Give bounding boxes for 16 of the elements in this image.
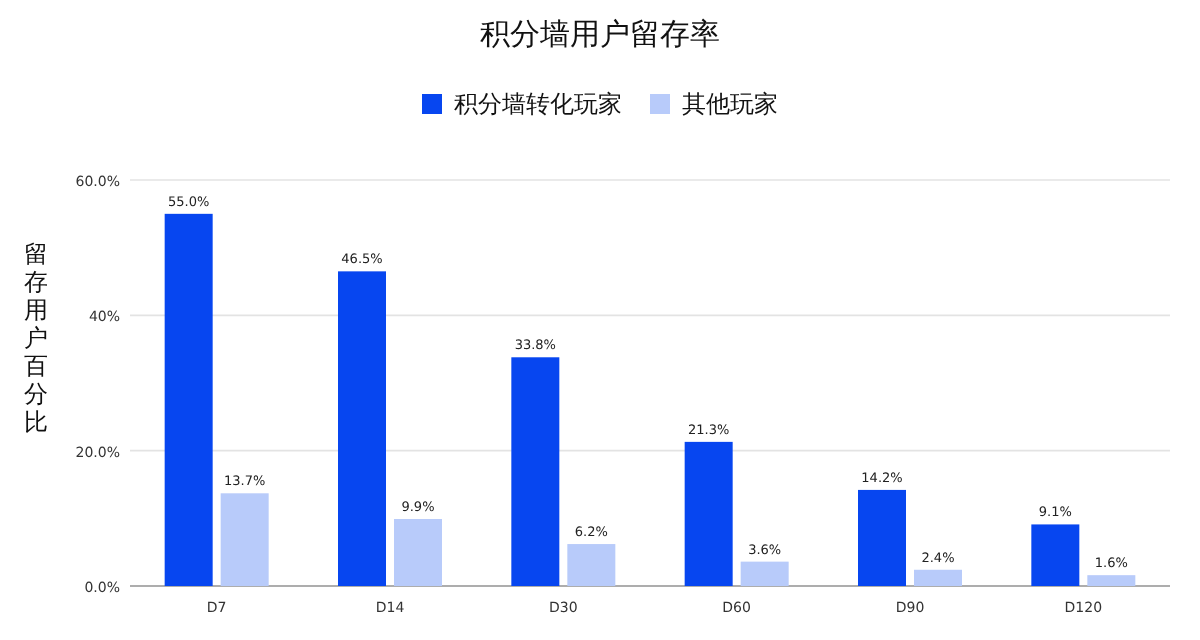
bar (338, 271, 386, 586)
bar (858, 489, 906, 586)
bar (740, 561, 789, 586)
bar (1031, 524, 1080, 586)
bar (220, 493, 269, 586)
bar (394, 519, 442, 586)
bar (164, 213, 213, 586)
bar (511, 357, 560, 586)
bar (1087, 575, 1136, 586)
bar (914, 569, 962, 586)
bar (684, 441, 733, 586)
bar (567, 544, 616, 586)
y-axis-title: 留存用户百分比 (24, 240, 48, 436)
legend-label: 其他玩家 (682, 90, 778, 118)
legend-label: 积分墙转化玩家 (454, 90, 622, 118)
chart-title: 积分墙用户留存率 (480, 16, 720, 52)
